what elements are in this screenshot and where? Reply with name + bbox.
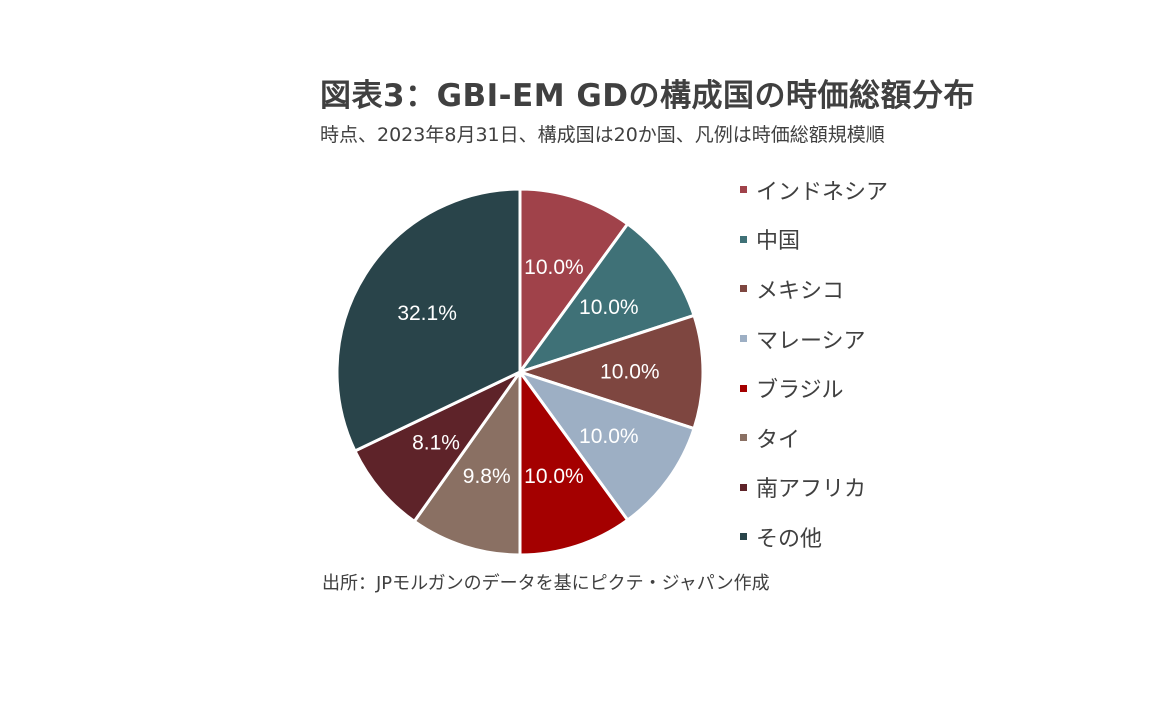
legend-label: マレーシア	[756, 328, 866, 354]
legend-swatch	[740, 186, 747, 194]
pie-slice	[412, 367, 522, 557]
pie-chart: 10.0% 10.0% 10.0% 10.0% 10.0% 9.8%8.1% 32.1%	[335, 187, 705, 557]
pie-slice	[516, 221, 696, 375]
legend-swatch	[740, 533, 747, 541]
pie-slice	[335, 187, 522, 453]
legend-item: ブラジル	[740, 363, 888, 413]
legend-label: タイ	[756, 427, 801, 453]
legend-item: 中国	[740, 215, 888, 265]
legend-item: マレーシア	[740, 314, 888, 364]
legend-label: インドネシア	[756, 179, 889, 205]
legend-swatch	[740, 483, 747, 491]
legend-swatch	[740, 235, 747, 243]
data-label: 9.8%	[463, 465, 511, 488]
pie-slice	[515, 313, 705, 431]
legend-item: インドネシア	[740, 165, 888, 215]
legend-item: タイ	[740, 413, 888, 463]
pie-slice	[518, 367, 630, 557]
legend-label: メキシコ	[756, 278, 845, 304]
legend-label: その他	[756, 526, 823, 552]
chart-title: 図表3：GBI-EM GDの構成国の時価総額分布	[320, 78, 976, 114]
data-label: 10.0%	[524, 256, 584, 279]
legend-label: ブラジル	[756, 378, 844, 404]
source-note: 出所：JPモルガンのデータを基にピクテ・ジャパン作成	[322, 573, 770, 594]
data-label: 10.0%	[579, 296, 639, 319]
legend-label: 南アフリカ	[756, 477, 867, 503]
chart-subtitle: 時点、2023年8月31日、構成国は20か国、凡例は時価総額規模順	[320, 124, 885, 146]
data-label: 10.0%	[579, 425, 639, 448]
legend-swatch	[740, 384, 747, 392]
legend-label: 中国	[756, 229, 801, 255]
data-label: 10.0%	[524, 465, 584, 488]
legend-swatch	[740, 335, 747, 343]
legend-swatch	[740, 285, 747, 293]
data-label: 32.1%	[397, 302, 457, 325]
legend-swatch	[740, 434, 747, 442]
pie-slice	[516, 369, 696, 523]
chart-legend: インドネシア 中国メキシコマレーシアブラジルタイ南アフリカその他	[740, 165, 888, 562]
legend-item: その他	[740, 512, 888, 562]
pie-slice	[352, 368, 525, 524]
pie-slice	[518, 187, 630, 377]
legend-item: メキシコ	[740, 264, 888, 314]
data-label: 8.1%	[412, 431, 460, 454]
legend-item: 南アフリカ	[740, 463, 888, 513]
data-label: 10.0%	[600, 361, 660, 384]
